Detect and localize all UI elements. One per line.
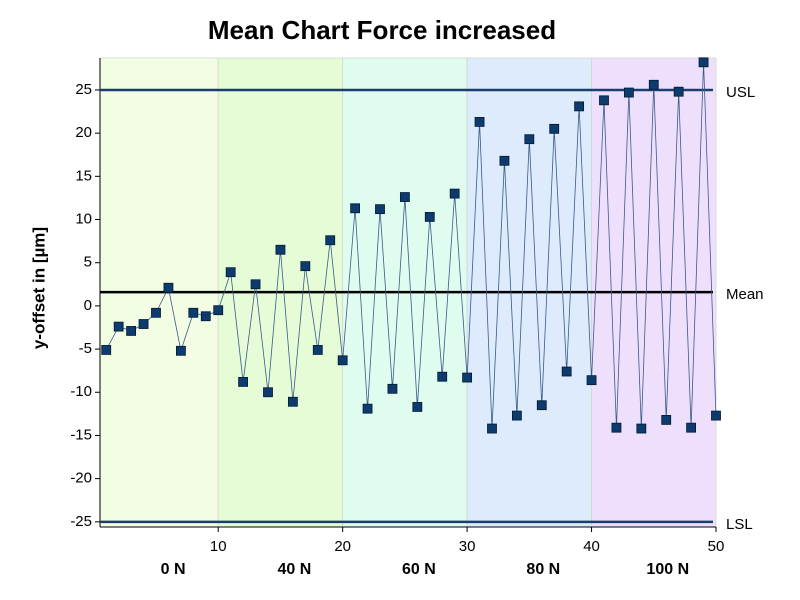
y-tick-label: -10 [70,383,92,400]
y-axis-label: y-offset in [µm] [29,227,48,349]
chart-title: Mean Chart Force increased [208,15,556,45]
marker [424,212,435,222]
marker [636,423,647,434]
marker [611,422,622,433]
limit-label: Mean [726,286,764,303]
y-tick-label: 0 [84,297,92,314]
marker [151,307,161,318]
x-tick-label: 40 [583,538,600,555]
marker [449,188,460,199]
marker [536,400,547,411]
y-tick-label: -5 [79,340,92,357]
marker [511,410,522,421]
x-tick-label: 30 [459,538,476,555]
marker [213,305,224,316]
marker [711,410,721,421]
marker [399,192,410,202]
marker [437,371,448,382]
y-tick-label: 10 [75,210,92,227]
marker [362,403,373,414]
marker [599,95,609,106]
marker [474,117,485,127]
marker [673,86,684,97]
marker [175,345,186,356]
marker [648,79,659,90]
y-tick-label: 25 [75,81,92,98]
marker [325,235,336,246]
marker [661,414,672,425]
x-tick-label: 10 [210,538,227,555]
marker [138,319,149,329]
x-tick-label: 20 [334,538,351,555]
y-tick-label: -20 [70,470,92,487]
limit-label: USL [726,84,755,101]
marker [561,366,572,377]
marker [350,203,361,214]
marker [113,321,124,332]
marker [499,155,510,166]
band-label: 40 N [278,561,312,578]
marker [287,396,298,407]
y-tick-label: -15 [70,426,92,443]
marker [586,375,597,386]
marker [263,387,273,398]
band-label: 60 N [402,561,436,578]
y-tick-label: 15 [75,167,92,184]
marker [686,422,697,433]
y-tick-label: 5 [84,254,92,271]
marker [387,383,398,394]
marker [375,204,385,215]
marker [623,87,634,98]
y-tick-label: 20 [75,124,92,141]
limit-label: LSL [726,516,753,533]
band-label: 80 N [526,561,560,578]
marker [238,376,249,387]
marker [275,244,286,255]
band-label: 100 N [646,561,689,578]
marker [524,134,535,145]
marker [300,261,311,272]
marker [337,355,348,366]
band-label: 0 N [161,561,186,578]
marker [101,345,112,355]
x-tick-label: 50 [708,538,725,555]
marker [312,345,323,355]
marker [574,101,585,112]
marker [698,57,709,68]
marker [549,123,560,134]
marker [188,307,199,318]
marker [250,279,261,290]
y-tick-label: -25 [70,513,92,530]
marker [225,267,236,278]
marker [462,372,473,383]
marker [200,311,211,322]
marker [163,282,174,293]
marker [487,423,497,434]
marker [126,326,137,336]
marker [412,402,423,412]
